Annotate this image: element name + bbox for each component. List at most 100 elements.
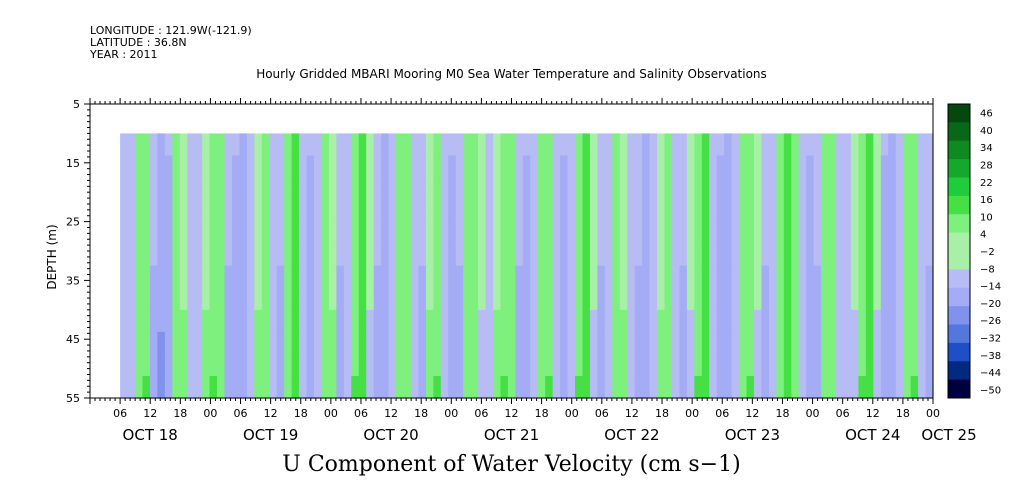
heatmap-cell — [373, 353, 382, 377]
heatmap-cell — [664, 331, 673, 355]
heatmap-cell — [828, 243, 837, 267]
heatmap-cell — [664, 221, 673, 245]
heatmap-cell — [142, 155, 151, 179]
heatmap-cell — [813, 155, 822, 179]
heatmap-cell — [522, 243, 531, 267]
heatmap-cell — [918, 287, 927, 311]
heatmap-cell — [396, 133, 405, 157]
heatmap-cell — [828, 133, 837, 157]
heatmap-cell — [642, 265, 651, 289]
heatmap-cell — [269, 155, 278, 179]
heatmap-cell — [127, 221, 136, 245]
heatmap-cell — [127, 199, 136, 223]
heatmap-cell — [634, 155, 643, 179]
heatmap-cell — [701, 353, 710, 377]
heatmap-cell — [821, 287, 830, 311]
heatmap-cell — [142, 309, 151, 333]
heatmap-cell — [157, 287, 166, 311]
heatmap-cell — [791, 287, 800, 311]
heatmap-cell — [694, 375, 703, 399]
heatmap-cell — [254, 265, 263, 289]
heatmap-cell — [202, 287, 211, 311]
heatmap-cell — [172, 221, 181, 245]
heatmap-cell — [731, 265, 740, 289]
heatmap-cell — [358, 199, 367, 223]
heatmap-cell — [396, 287, 405, 311]
heatmap-cell — [396, 265, 405, 289]
heatmap-cell — [798, 309, 807, 333]
heatmap-cell — [231, 353, 241, 377]
heatmap-cell — [410, 199, 420, 223]
heatmap-cell — [269, 309, 278, 333]
heatmap-cell — [463, 177, 472, 201]
heatmap-cell — [231, 177, 241, 201]
heatmap-cell — [537, 199, 546, 223]
heatmap-cell — [149, 243, 158, 267]
heatmap-cell — [478, 199, 487, 223]
heatmap-cell — [828, 155, 837, 179]
colorbar-band — [948, 361, 970, 381]
heatmap-cell — [754, 265, 763, 289]
heatmap-cell — [679, 221, 688, 245]
heatmap-cell — [806, 265, 815, 289]
heatmap-cell — [276, 309, 285, 333]
heatmap-cell — [492, 221, 502, 245]
heatmap-cell — [336, 375, 345, 399]
heatmap-cell — [567, 309, 576, 333]
heatmap-cell — [873, 155, 882, 179]
heatmap-cell — [545, 353, 554, 377]
heatmap-cell — [388, 265, 397, 289]
heatmap-cell — [791, 265, 800, 289]
heatmap-cell — [463, 133, 472, 157]
heatmap-cell — [731, 287, 740, 311]
heatmap-cell — [709, 177, 718, 201]
heatmap-cell — [604, 309, 613, 333]
heatmap-cell — [224, 243, 233, 267]
heatmap-cell — [768, 221, 777, 245]
heatmap-cell — [768, 177, 777, 201]
heatmap-cell — [328, 309, 337, 333]
heatmap-cell — [470, 309, 479, 333]
heatmap-cell — [888, 375, 897, 399]
heatmap-cell — [492, 133, 502, 157]
heatmap-cell — [470, 133, 479, 157]
heatmap-cell — [217, 309, 226, 333]
heatmap-cell — [560, 133, 569, 157]
heatmap-cell — [425, 265, 434, 289]
heatmap-cell — [657, 199, 666, 223]
heatmap-cell — [149, 309, 158, 333]
heatmap-cell — [321, 243, 330, 267]
heatmap-cell — [761, 375, 770, 399]
heatmap-cell — [351, 287, 360, 311]
heatmap-cell — [522, 265, 531, 289]
heatmap-cell — [239, 331, 248, 355]
heatmap-cell — [567, 155, 576, 179]
heatmap-cell — [120, 331, 129, 355]
heatmap-cell — [410, 155, 420, 179]
heatmap-cell — [418, 309, 427, 333]
heatmap-cell — [686, 177, 695, 201]
heatmap-cell — [328, 155, 337, 179]
heatmap-cell — [239, 375, 248, 399]
heatmap-cell — [716, 155, 725, 179]
heatmap-cell — [455, 309, 464, 333]
heatmap-cell — [164, 265, 173, 289]
heatmap-cell — [918, 265, 927, 289]
heatmap-cell — [425, 309, 434, 333]
heatmap-cell — [865, 375, 874, 399]
heatmap-cell — [425, 243, 434, 267]
heatmap-cell — [135, 133, 144, 157]
heatmap-cell — [806, 221, 815, 245]
heatmap-cell — [269, 375, 278, 399]
heatmap-cell — [731, 199, 740, 223]
heatmap-cell — [120, 155, 129, 179]
heatmap-cell — [537, 265, 546, 289]
heatmap-cell — [694, 221, 703, 245]
heatmap-cell — [619, 243, 628, 267]
heatmap-cell — [485, 155, 494, 179]
heatmap-cell — [396, 199, 405, 223]
heatmap-cell — [627, 243, 636, 267]
heatmap-cell — [448, 375, 457, 399]
heatmap-cell — [843, 177, 852, 201]
heatmap-cell — [314, 375, 323, 399]
